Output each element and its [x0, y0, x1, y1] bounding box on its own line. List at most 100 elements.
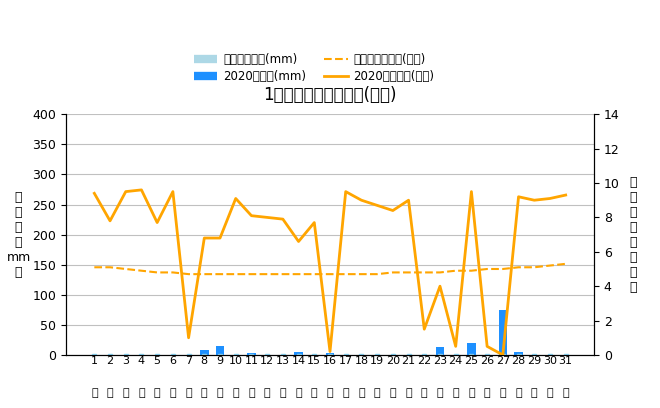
Bar [171, 354, 175, 355]
日照時間平年値(時間) [137, 268, 145, 273]
2020日照時間(時間) [326, 349, 334, 354]
Bar [187, 354, 191, 355]
Bar [501, 354, 505, 355]
Title: 1月降水量・日照時間(日別): 1月降水量・日照時間(日別) [263, 86, 397, 104]
日照時間平年値(時間) [358, 272, 366, 277]
2020日照時間(時間) [546, 196, 554, 201]
日照時間平年値(時間) [515, 265, 523, 270]
2020日照時間(時間) [232, 196, 240, 201]
日照時間平年値(時間) [263, 272, 271, 277]
Bar [247, 353, 256, 355]
日照時間平年値(時間) [185, 272, 193, 277]
日照時間平年値(時間) [122, 266, 130, 271]
2020日照時間(時間) [216, 235, 224, 240]
2020日照時間(時間) [106, 218, 114, 223]
Bar [265, 354, 269, 355]
2020日照時間(時間) [342, 189, 350, 194]
Bar [485, 354, 489, 355]
2020日照時間(時間) [294, 239, 302, 244]
Bar [344, 354, 348, 355]
Bar [548, 354, 552, 355]
日照時間平年値(時間) [420, 270, 428, 275]
日照時間平年値(時間) [436, 270, 444, 275]
2020日照時間(時間) [279, 217, 287, 222]
日照時間平年値(時間) [326, 272, 334, 277]
日照時間平年値(時間) [405, 270, 412, 275]
Bar [234, 354, 238, 355]
Bar [517, 354, 521, 355]
2020日照時間(時間) [137, 187, 145, 192]
Bar [533, 354, 536, 355]
日照時間平年値(時間) [530, 265, 538, 270]
日照時間平年値(時間) [310, 272, 318, 277]
Bar [498, 310, 507, 355]
Bar [108, 354, 112, 355]
日照時間平年値(時間) [342, 272, 350, 277]
日照時間平年値(時間) [232, 272, 240, 277]
Y-axis label: 降
水
量
（
mm
）: 降 水 量 （ mm ） [7, 191, 30, 279]
2020日照時間(時間) [248, 213, 255, 218]
Bar [200, 350, 209, 355]
Legend: 降水量平年値(mm), 2020降水量(mm), 日照時間平年値(時間), 2020日照時間(時間): 降水量平年値(mm), 2020降水量(mm), 日照時間平年値(時間), 20… [189, 48, 440, 88]
Bar [325, 353, 335, 355]
Bar [375, 354, 379, 355]
2020日照時間(時間) [530, 198, 538, 203]
日照時間平年値(時間) [106, 265, 114, 270]
Bar [514, 352, 523, 355]
2020日照時間(時間) [483, 344, 491, 349]
Bar [139, 354, 143, 355]
Bar [216, 346, 224, 355]
Bar [438, 354, 442, 355]
2020日照時間(時間) [201, 235, 209, 240]
Bar [155, 354, 159, 355]
Line: 日照時間平年値(時間): 日照時間平年値(時間) [94, 264, 566, 274]
2020日照時間(時間) [153, 220, 161, 225]
2020日照時間(時間) [122, 189, 130, 194]
日照時間平年値(時間) [90, 265, 98, 270]
2020日照時間(時間) [436, 284, 444, 288]
Bar [203, 354, 207, 355]
2020日照時間(時間) [169, 189, 177, 194]
日照時間平年値(時間) [216, 272, 224, 277]
Bar [422, 354, 426, 355]
Y-axis label: 日
照
時
間
（
時
間
）: 日 照 時 間 （ 時 間 ） [630, 175, 638, 294]
日照時間平年値(時間) [499, 266, 507, 271]
日照時間平年値(時間) [169, 270, 177, 275]
2020日照時間(時間) [515, 194, 523, 199]
日照時間平年値(時間) [201, 272, 209, 277]
2020日照時間(時間) [185, 335, 193, 340]
日照時間平年値(時間) [467, 268, 475, 273]
2020日照時間(時間) [263, 215, 271, 220]
2020日照時間(時間) [358, 198, 366, 203]
Bar [328, 354, 332, 355]
2020日照時間(時間) [467, 189, 475, 194]
日照時間平年値(時間) [294, 272, 302, 277]
Bar [218, 354, 222, 355]
Bar [564, 354, 568, 355]
2020日照時間(時間) [451, 344, 459, 349]
Bar [294, 352, 303, 355]
日照時間平年値(時間) [483, 266, 491, 271]
Bar [281, 354, 285, 355]
日照時間平年値(時間) [389, 270, 397, 275]
日照時間平年値(時間) [248, 272, 255, 277]
Bar [92, 354, 96, 355]
2020日照時間(時間) [389, 208, 397, 213]
日照時間平年値(時間) [451, 268, 459, 273]
日照時間平年値(時間) [279, 272, 287, 277]
Bar [296, 354, 300, 355]
Bar [407, 354, 411, 355]
2020日照時間(時間) [405, 198, 412, 203]
日照時間平年値(時間) [546, 263, 554, 268]
2020日照時間(時間) [373, 203, 381, 208]
Bar [249, 354, 253, 355]
2020日照時間(時間) [420, 327, 428, 332]
Bar [391, 354, 395, 355]
日照時間平年値(時間) [562, 262, 570, 266]
Bar [360, 354, 364, 355]
日照時間平年値(時間) [373, 272, 381, 277]
2020日照時間(時間) [310, 220, 318, 225]
Bar [124, 354, 127, 355]
2020日照時間(時間) [90, 191, 98, 196]
2020日照時間(時間) [562, 193, 570, 197]
